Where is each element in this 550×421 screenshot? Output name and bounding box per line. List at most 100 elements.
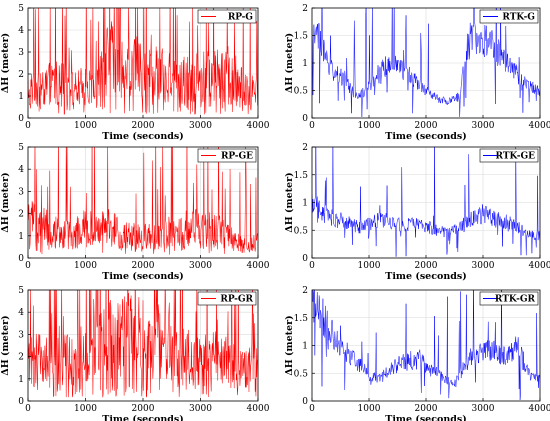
rp-ge-y-tick-label: 4 xyxy=(18,165,24,175)
rtk-gr-y-tick-label: 1.5 xyxy=(294,314,309,324)
rp-gr-x-tick-label: 1000 xyxy=(74,404,97,414)
rtk-ge-x-tick-label: 2000 xyxy=(415,261,438,271)
rp-g-legend: RP-G xyxy=(197,9,257,24)
rp-g-x-tick-label: 1000 xyxy=(74,121,97,131)
rtk-gr-legend-box xyxy=(479,291,539,306)
rp-gr-series-line xyxy=(28,290,258,398)
rp-gr-legend-label: RP-GR xyxy=(220,295,253,305)
rp-ge-y-axis-label: ΔH (meter) xyxy=(0,172,11,232)
rtk-ge-x-tick-label: 1000 xyxy=(358,261,381,271)
rtk-ge-y-tick-label: 1.5 xyxy=(294,171,309,181)
rtk-ge-legend-box xyxy=(479,148,539,163)
rp-ge-x-tick-label: 3000 xyxy=(189,261,212,271)
rp-g-legend-label: RP-G xyxy=(228,13,253,23)
rp-gr-y-tick-label: 5 xyxy=(18,286,24,296)
rp-g-x-tick-label: 0 xyxy=(25,121,31,131)
rp-ge-y-tick-label: 5 xyxy=(18,143,24,153)
rp-g-y-tick-label: 4 xyxy=(18,26,24,36)
rtk-gr-legend-label: RTK-GR xyxy=(495,295,536,305)
rp-gr-x-tick-label: 3000 xyxy=(189,404,212,414)
rp-g-series-line xyxy=(28,8,258,115)
rtk-gr-y-tick-label: 1 xyxy=(302,342,308,352)
rp-g-chart: 0 1000 2000 3000 4000 0 1 2 3 4 5 Time (seconds) ΔH … xyxy=(0,4,270,142)
rtk-ge-legend-label: RTK-GE xyxy=(496,152,536,162)
rp-g-y-tick-label: 2 xyxy=(18,70,24,80)
rp-g-legend-box xyxy=(197,9,257,24)
rtk-g-x-tick-label: 2000 xyxy=(415,121,438,131)
rtk-gr-y-axis-label: ΔH (meter) xyxy=(284,315,295,375)
rtk-g-x-tick-label: 4000 xyxy=(529,121,550,131)
rp-ge-y-tick-label: 3 xyxy=(18,187,24,197)
rtk-g-y-tick-label: 2 xyxy=(302,4,308,14)
rtk-ge-legend: RTK-GE xyxy=(479,148,539,163)
rtk-ge-x-tick-label: 4000 xyxy=(529,261,550,271)
rp-gr-chart: 0 1000 2000 3000 4000 0 1 2 3 4 5 Time (seconds) ΔH … xyxy=(0,286,270,421)
rtk-gr-y-tick-label: 0.5 xyxy=(294,369,309,379)
rp-ge-legend-box xyxy=(197,148,257,163)
rp-gr-x-axis-label: Time (seconds) xyxy=(102,414,183,421)
rtk-ge-y-tick-label: 2 xyxy=(302,143,308,153)
rp-g-x-tick-label: 3000 xyxy=(189,121,212,131)
rp-ge-x-tick-label: 0 xyxy=(25,261,31,271)
rp-ge-x-tick-label: 1000 xyxy=(74,261,97,271)
rp-g-y-tick-label: 3 xyxy=(18,48,24,58)
rtk-gr-chart: 0 1000 2000 3000 4000 0 0.5 1 1.5 2 Time (seconds)… xyxy=(284,286,550,421)
rp-ge-x-tick-label: 4000 xyxy=(247,261,270,271)
rp-gr-x-tick-label: 0 xyxy=(25,404,31,414)
rtk-g-y-tick-label: 1 xyxy=(302,59,308,69)
rp-ge-series-line xyxy=(28,147,258,255)
rtk-gr-x-tick-label: 2000 xyxy=(415,404,438,414)
rtk-g-series-line xyxy=(312,8,540,117)
rtk-gr-x-tick-label: 4000 xyxy=(529,404,550,414)
rp-gr-x-tick-label: 4000 xyxy=(247,404,270,414)
rp-g-y-tick-label: 1 xyxy=(18,92,24,102)
rtk-g-y-tick-label: 0 xyxy=(302,114,308,124)
rp-gr-y-tick-label: 0 xyxy=(18,397,24,407)
rp-ge-x-axis-label: Time (seconds) xyxy=(102,271,183,282)
rp-gr-y-tick-label: 4 xyxy=(18,308,24,318)
rp-gr-y-tick-label: 3 xyxy=(18,330,24,340)
rp-ge-chart: 0 1000 2000 3000 4000 0 1 2 3 4 5 Time (seconds) ΔH … xyxy=(0,143,270,282)
rtk-g-y-tick-label: 1.5 xyxy=(294,32,309,42)
rtk-g-y-axis-label: ΔH (meter) xyxy=(284,33,295,93)
rtk-g-y-tick-label: 0.5 xyxy=(294,87,309,97)
rtk-g-legend: RTK-G xyxy=(479,9,539,24)
rp-g-y-tick-label: 5 xyxy=(18,4,24,14)
rp-ge-legend: RP-GE xyxy=(197,148,257,163)
rtk-ge-x-tick-label: 3000 xyxy=(472,261,495,271)
rp-g-y-axis-label: ΔH (meter) xyxy=(0,33,11,93)
rtk-g-x-tick-label: 1000 xyxy=(358,121,381,131)
rtk-ge-y-tick-label: 1 xyxy=(302,199,308,209)
rtk-g-chart: 0 1000 2000 3000 4000 0 0.5 1 1.5 2 Time (seconds)… xyxy=(284,4,550,142)
rtk-gr-y-tick-label: 0 xyxy=(302,397,308,407)
rtk-gr-series-line xyxy=(312,290,540,400)
rp-g-x-tick-label: 4000 xyxy=(247,121,270,131)
rtk-ge-y-axis-label: ΔH (meter) xyxy=(284,172,295,232)
rp-gr-legend-box xyxy=(197,291,257,306)
rtk-gr-x-axis-label: Time (seconds) xyxy=(385,414,466,421)
rp-g-x-tick-label: 2000 xyxy=(132,121,155,131)
rp-gr-y-axis-label: ΔH (meter) xyxy=(0,315,11,375)
rtk-ge-x-axis-label: Time (seconds) xyxy=(385,271,466,282)
rp-ge-legend-label: RP-GE xyxy=(221,152,253,162)
rtk-gr-x-tick-label: 1000 xyxy=(358,404,381,414)
rtk-ge-chart: 0 1000 2000 3000 4000 0 0.5 1 1.5 2 Time (seconds)… xyxy=(284,143,550,282)
rp-ge-y-tick-label: 0 xyxy=(18,254,24,264)
rp-gr-y-tick-label: 2 xyxy=(18,353,24,363)
rtk-g-x-axis-label: Time (seconds) xyxy=(385,131,466,142)
rp-ge-x-tick-label: 2000 xyxy=(132,261,155,271)
rp-gr-legend: RP-GR xyxy=(197,291,257,306)
rp-gr-x-tick-label: 2000 xyxy=(132,404,155,414)
rtk-g-legend-label: RTK-G xyxy=(502,13,535,23)
rtk-gr-x-tick-label: 3000 xyxy=(472,404,495,414)
rtk-gr-x-tick-label: 0 xyxy=(309,404,315,414)
rtk-gr-legend: RTK-GR xyxy=(479,291,539,306)
rp-g-y-tick-label: 0 xyxy=(18,114,24,124)
rp-g-x-axis-label: Time (seconds) xyxy=(102,131,183,142)
rp-ge-y-tick-label: 1 xyxy=(18,232,24,242)
rtk-g-x-tick-label: 3000 xyxy=(472,121,495,131)
rtk-ge-x-tick-label: 0 xyxy=(309,261,315,271)
rtk-ge-y-tick-label: 0 xyxy=(302,254,308,264)
rp-ge-y-tick-label: 2 xyxy=(18,210,24,220)
